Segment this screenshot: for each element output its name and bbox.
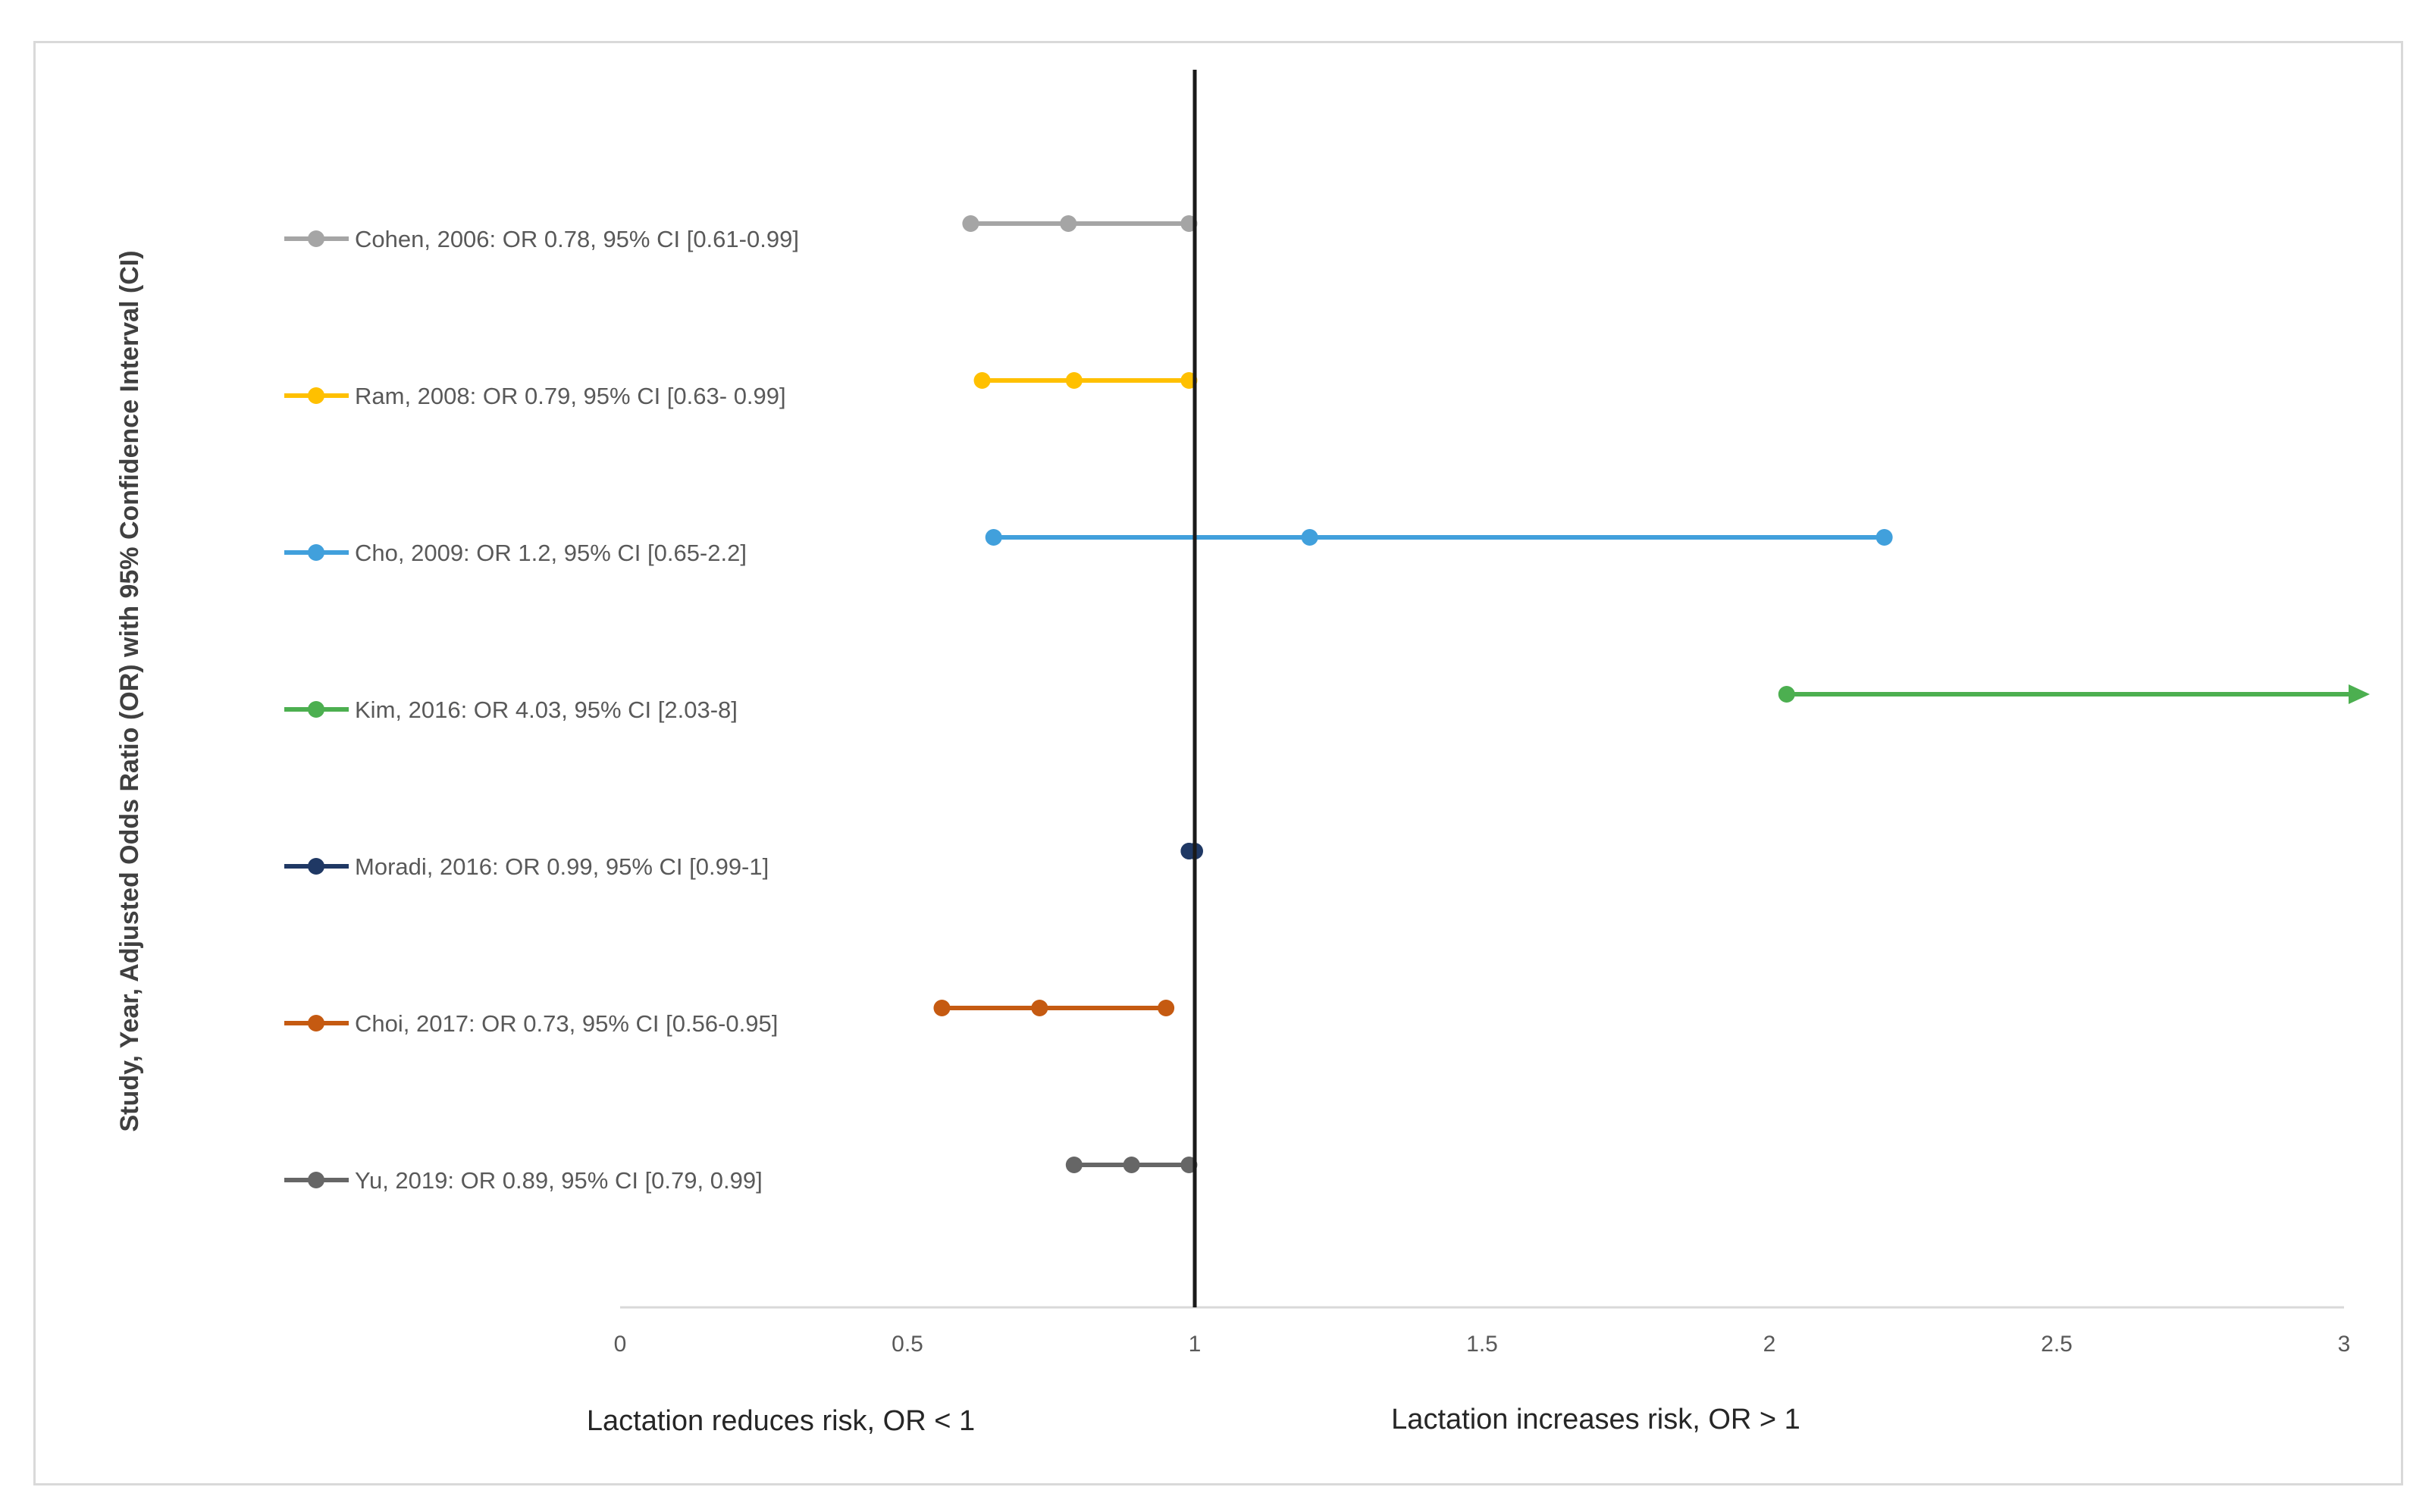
x-tick-label-1: 1 xyxy=(1189,1332,1202,1357)
legend-label-kim: Kim, 2016: OR 4.03, 95% CI [2.03-8] xyxy=(355,697,738,723)
ci-lower-point-cohen xyxy=(962,215,979,232)
legend-label-yu: Yu, 2019: OR 0.89, 95% CI [0.79, 0.99] xyxy=(355,1167,763,1194)
series-kim xyxy=(1778,684,2370,704)
ci-upper-point-cho xyxy=(1876,529,1893,546)
x-tick-label-1-5: 1.5 xyxy=(1466,1332,1498,1357)
legend-item-ram: Ram, 2008: OR 0.79, 95% CI [0.63- 0.99] xyxy=(284,383,786,409)
series-layer xyxy=(933,215,2370,1173)
ci-lower-point-choi xyxy=(933,1000,951,1016)
legend-item-moradi: Moradi, 2016: OR 0.99, 95% CI [0.99-1] xyxy=(284,853,769,880)
series-yu xyxy=(1065,1157,1198,1173)
legend-label-cohen: Cohen, 2006: OR 0.78, 95% CI [0.61-0.99] xyxy=(355,226,799,252)
chart-frame xyxy=(33,41,2403,1485)
legend-marker-yu xyxy=(308,1172,324,1188)
legend-marker-moradi xyxy=(308,858,324,875)
y-axis-label: Study, Year, Adjusted Odds Ratio (OR) wi… xyxy=(115,250,144,1132)
legend-item-kim: Kim, 2016: OR 4.03, 95% CI [2.03-8] xyxy=(284,697,738,723)
legend: Cohen, 2006: OR 0.78, 95% CI [0.61-0.99]… xyxy=(284,226,799,1194)
series-choi xyxy=(933,1000,1175,1016)
ci-lower-point-kim xyxy=(1778,686,1795,703)
ci-lower-point-ram xyxy=(973,372,991,389)
legend-marker-cho xyxy=(308,544,324,561)
x-tick-label-2: 2 xyxy=(1763,1332,1776,1357)
or-point-cho xyxy=(1301,529,1318,546)
ci-lower-point-yu xyxy=(1065,1157,1083,1173)
legend-label-moradi: Moradi, 2016: OR 0.99, 95% CI [0.99-1] xyxy=(355,853,769,880)
legend-item-cho: Cho, 2009: OR 1.2, 95% CI [0.65-2.2] xyxy=(284,540,747,566)
or-point-cohen xyxy=(1060,215,1077,232)
note-lactation-reduces-risk: Lactation reduces risk, OR < 1 xyxy=(587,1405,975,1437)
x-tick-label-2-5: 2.5 xyxy=(2041,1332,2073,1357)
legend-item-cohen: Cohen, 2006: OR 0.78, 95% CI [0.61-0.99] xyxy=(284,226,799,252)
legend-marker-kim xyxy=(308,701,324,718)
legend-item-yu: Yu, 2019: OR 0.89, 95% CI [0.79, 0.99] xyxy=(284,1167,763,1194)
legend-item-choi: Choi, 2017: OR 0.73, 95% CI [0.56-0.95] xyxy=(284,1010,778,1037)
note-lactation-increases-risk: Lactation increases risk, OR > 1 xyxy=(1391,1404,1800,1435)
or-point-ram xyxy=(1065,372,1083,389)
x-tick-label-0-5: 0.5 xyxy=(892,1332,923,1357)
x-tick-label-3: 3 xyxy=(2338,1332,2351,1357)
series-cho xyxy=(985,529,1893,546)
legend-label-choi: Choi, 2017: OR 0.73, 95% CI [0.56-0.95] xyxy=(355,1010,778,1037)
or-point-yu xyxy=(1123,1157,1140,1173)
legend-marker-ram xyxy=(308,387,324,404)
x-tick-labels: 0 0.5 1 1.5 2 2.5 3 xyxy=(614,1332,2351,1357)
legend-marker-cohen xyxy=(308,230,324,247)
series-moradi xyxy=(1180,843,1203,859)
ci-upper-point-choi xyxy=(1158,1000,1175,1016)
legend-marker-choi xyxy=(308,1015,324,1031)
series-ram xyxy=(973,372,1198,389)
legend-label-ram: Ram, 2008: OR 0.79, 95% CI [0.63- 0.99] xyxy=(355,383,786,409)
ci-lower-point-cho xyxy=(985,529,1002,546)
x-tick-label-0: 0 xyxy=(614,1332,627,1357)
legend-label-cho: Cho, 2009: OR 1.2, 95% CI [0.65-2.2] xyxy=(355,540,747,566)
series-cohen xyxy=(962,215,1198,232)
ci-arrow-kim xyxy=(2349,684,2370,704)
or-point-choi xyxy=(1031,1000,1048,1016)
